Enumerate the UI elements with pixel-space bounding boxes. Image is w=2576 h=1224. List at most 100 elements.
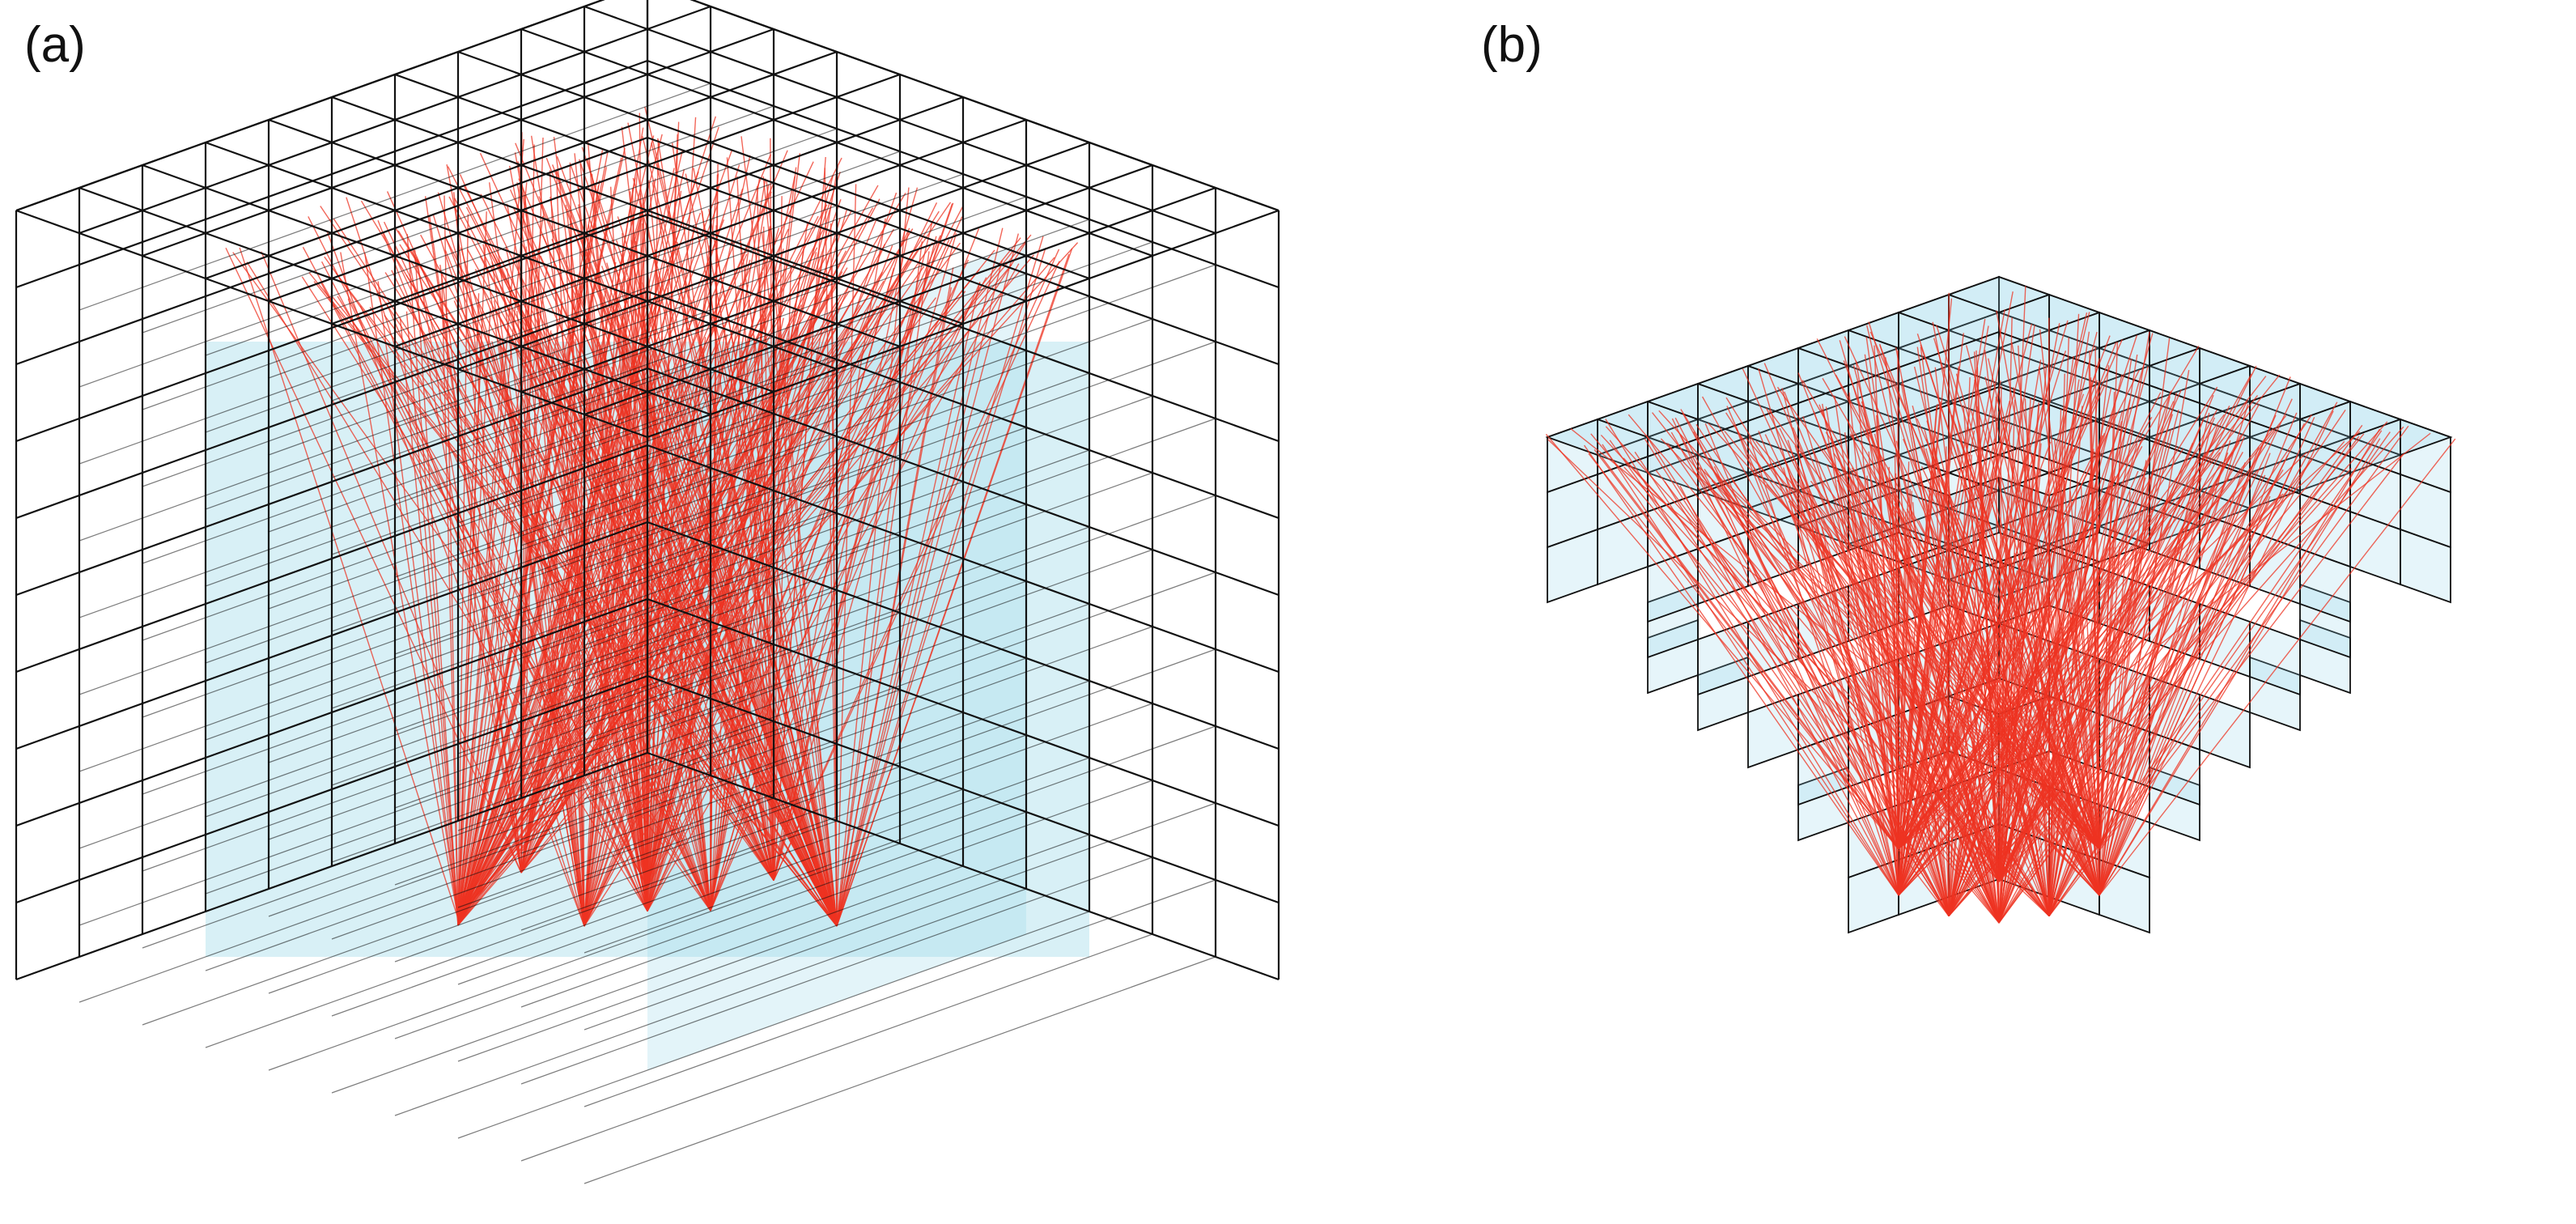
ray — [457, 182, 528, 926]
ray — [520, 228, 894, 873]
ray — [1808, 490, 1899, 849]
ray — [1965, 345, 2100, 849]
grid-line — [584, 418, 1216, 646]
grid-line — [15, 0, 605, 212]
ray — [1779, 427, 2000, 882]
ray — [1998, 433, 2365, 882]
ray — [2099, 478, 2202, 849]
grid-line — [268, 843, 901, 1071]
ray — [2099, 501, 2270, 849]
ray — [836, 260, 1003, 926]
ray — [1998, 452, 2243, 882]
grid-line — [142, 644, 774, 872]
ray — [1792, 427, 2000, 924]
ray — [773, 266, 791, 881]
grid-line — [79, 467, 711, 695]
ray — [457, 293, 480, 919]
ray — [1898, 478, 2230, 849]
ray — [346, 197, 585, 927]
ray — [2053, 439, 2100, 849]
ray — [1935, 325, 2100, 849]
ray — [2099, 462, 2246, 896]
ray — [415, 257, 522, 873]
grid-line — [520, 318, 1153, 546]
ray — [1888, 466, 1899, 849]
ray — [598, 345, 648, 912]
ray — [320, 261, 648, 888]
ray — [1898, 414, 2225, 849]
ray — [1605, 419, 1899, 896]
ray — [1601, 457, 1899, 849]
ray — [672, 142, 774, 881]
ray — [2099, 546, 2120, 849]
ray — [1898, 499, 2218, 849]
ray — [571, 361, 774, 881]
grid-line — [457, 526, 1090, 754]
ray — [824, 168, 838, 926]
ray — [1798, 478, 1899, 849]
ray — [2099, 490, 2207, 849]
grid-line — [394, 657, 1027, 886]
grid-line — [268, 689, 901, 917]
ray — [1898, 482, 2221, 896]
ray — [1749, 454, 2100, 849]
grid-line — [394, 196, 1027, 424]
ray — [1898, 369, 2140, 849]
ray — [836, 248, 1046, 927]
grid-line — [142, 490, 774, 718]
ray — [667, 287, 774, 881]
ray — [2099, 417, 2315, 896]
ray — [520, 248, 920, 873]
grid-line — [205, 359, 838, 587]
ray — [830, 223, 838, 926]
ray — [520, 168, 675, 873]
ray — [664, 305, 774, 881]
grid-line — [584, 572, 1216, 800]
ray — [457, 264, 753, 926]
grid-line — [79, 390, 711, 618]
ray — [1876, 414, 1899, 896]
ray — [836, 251, 930, 926]
ray — [1825, 431, 2100, 849]
grid-line — [520, 241, 1153, 470]
panel-b-label: (b) — [1481, 17, 1543, 73]
ray — [1898, 400, 2010, 849]
ray — [1898, 431, 2361, 849]
ray — [2018, 345, 2050, 916]
grid-line — [457, 219, 1090, 447]
ray — [2099, 455, 2289, 849]
grid-line — [520, 703, 1153, 931]
ray — [457, 214, 469, 919]
ray — [1849, 433, 2100, 849]
grid-line — [584, 648, 1216, 877]
ray — [1545, 433, 1899, 849]
ray — [1835, 374, 2100, 849]
ray — [1793, 478, 2100, 849]
ray — [500, 319, 774, 881]
ray — [2048, 452, 2229, 916]
ray — [1866, 475, 1899, 849]
ray — [545, 157, 838, 926]
grid-line — [79, 159, 711, 388]
ray — [414, 249, 459, 926]
grid-line — [457, 757, 1090, 985]
ray — [2099, 428, 2381, 896]
ray — [753, 335, 774, 881]
grid-line — [79, 313, 711, 542]
ray — [520, 169, 685, 873]
grid-line — [457, 911, 1090, 1139]
ray — [1898, 475, 2116, 849]
grid-line — [394, 580, 1027, 809]
grid-line — [205, 282, 838, 510]
ray — [509, 189, 838, 926]
ray — [647, 259, 970, 912]
grid-line — [394, 350, 1027, 578]
ray — [324, 256, 774, 881]
ray-fans — [1545, 286, 2456, 924]
grid-line — [331, 712, 964, 940]
ray — [773, 249, 1060, 881]
ray — [1898, 325, 1989, 849]
ray — [2099, 425, 2409, 849]
grid-line — [142, 413, 774, 641]
grid-line — [268, 227, 901, 456]
